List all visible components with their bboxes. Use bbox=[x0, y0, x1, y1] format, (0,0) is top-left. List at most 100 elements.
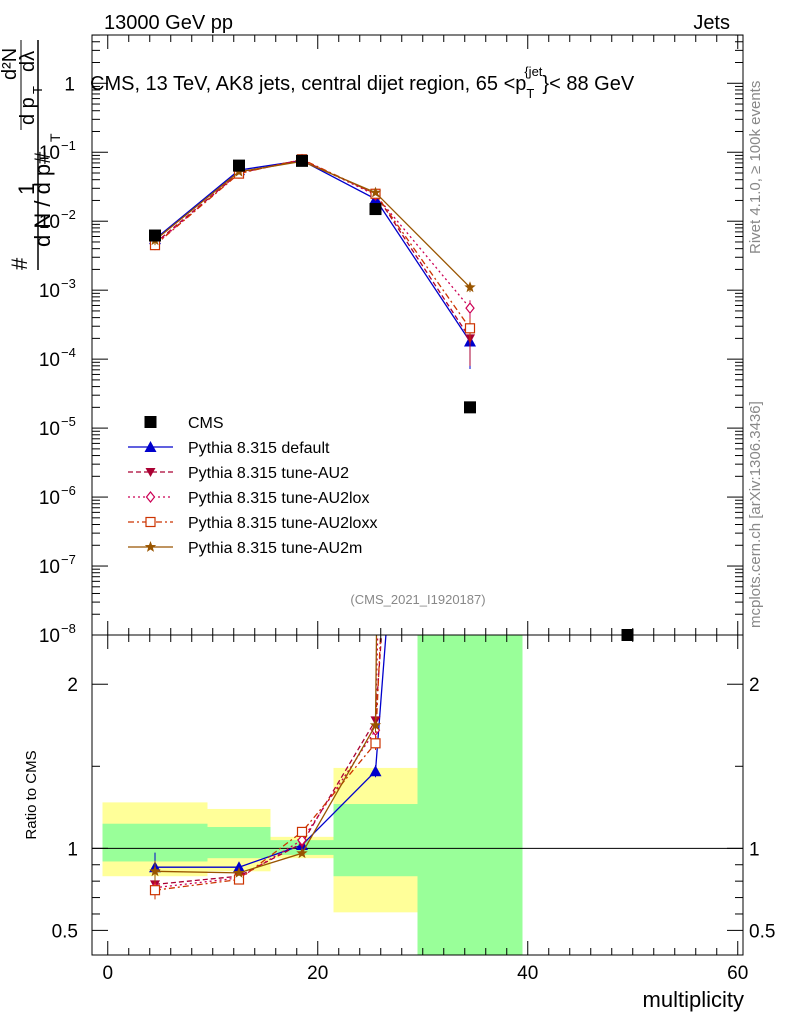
main-plot-content bbox=[149, 153, 634, 641]
ratio-frame bbox=[91, 634, 744, 956]
legend-entry-3: Pythia 8.315 tune-AU2loxx bbox=[128, 515, 377, 532]
legend: CMS Pythia 8.315 default Pythia 8.315 tune… bbox=[128, 415, 377, 557]
ratio-y-tick-label-right: 1 bbox=[749, 839, 760, 860]
ratio-point bbox=[297, 834, 307, 847]
ylabel-hash-1: # bbox=[7, 257, 32, 270]
y-tick-exponent: −4 bbox=[61, 345, 76, 360]
legend-marker bbox=[144, 441, 157, 452]
series-point bbox=[464, 281, 476, 293]
ratio-point bbox=[233, 874, 245, 885]
y-tick-label: 10 bbox=[39, 626, 60, 647]
legend-label: Pythia 8.315 default bbox=[188, 440, 330, 457]
ratio-point bbox=[369, 765, 382, 777]
data-point bbox=[464, 401, 476, 414]
y-tick-label: 10 bbox=[39, 557, 60, 578]
legend-marker bbox=[144, 541, 157, 552]
data-points-cms bbox=[149, 154, 634, 641]
legend-label: Pythia 8.315 tune-AU2m bbox=[188, 540, 362, 557]
series-3 bbox=[149, 154, 476, 344]
legend-marker bbox=[144, 416, 157, 428]
series-line bbox=[154, 159, 471, 342]
ratio-line bbox=[154, 635, 379, 889]
ratio-panel: 0.5 0.51 12 20 20 40 60 Ratio to CMS bbox=[23, 634, 775, 984]
series-point bbox=[465, 302, 475, 315]
ratio-point bbox=[233, 861, 245, 873]
series-line bbox=[154, 158, 471, 329]
main-clip-group bbox=[149, 153, 476, 369]
stat-uncertainty-band bbox=[207, 827, 271, 859]
x-tick-label: 0 bbox=[102, 963, 113, 984]
y-tick-label: 10 bbox=[39, 350, 60, 371]
ratio-point bbox=[369, 719, 382, 731]
ylabel-dlambda: dλ bbox=[17, 51, 39, 72]
x-axis-label: multiplicity bbox=[643, 987, 744, 1012]
legend-marker bbox=[145, 491, 156, 503]
legend-label: Pythia 8.315 tune-AU2loxx bbox=[188, 515, 377, 532]
rivet-version-label: Rivet 4.1.0, ≥ 100k events bbox=[747, 81, 764, 254]
data-point bbox=[296, 154, 308, 167]
series-line bbox=[154, 160, 471, 288]
data-point bbox=[149, 229, 161, 242]
analysis-watermark: (CMS_2021_I1920187) bbox=[350, 592, 485, 607]
chart-title: CMS, 13 TeV, AK8 jets, central dijet reg… bbox=[90, 64, 635, 101]
legend-label: Pythia 8.315 tune-AU2 bbox=[188, 465, 349, 482]
ratio-ylabel: Ratio to CMS bbox=[23, 750, 40, 839]
legend-label: Pythia 8.315 tune-AU2lox bbox=[188, 490, 369, 507]
main-axis-ticks: 110−110−210−310−410−510−610−710−8 bbox=[39, 34, 743, 647]
stat-uncertainty-band bbox=[333, 804, 418, 877]
ylabel-T-sub-2: T bbox=[30, 86, 45, 94]
ratio-point bbox=[296, 847, 308, 859]
ratio-y-tick-label-right: 2 bbox=[749, 675, 760, 696]
x-tick-label: 20 bbox=[307, 963, 328, 984]
legend-entry-1: Pythia 8.315 tune-AU2 bbox=[128, 465, 349, 482]
ratio-point bbox=[296, 826, 308, 838]
x-tick-label: 40 bbox=[517, 963, 538, 984]
series-0 bbox=[149, 154, 476, 369]
y-tick-exponent: −6 bbox=[61, 483, 76, 498]
data-point bbox=[369, 203, 382, 216]
series-point bbox=[464, 323, 476, 334]
series-line bbox=[154, 159, 471, 339]
y-tick-exponent: −5 bbox=[61, 414, 76, 429]
main-ylabel: 1 # d N / d p T # d²N d p T dλ bbox=[0, 40, 63, 270]
y-tick-label: 10 bbox=[39, 143, 60, 164]
ratio-series-3 bbox=[149, 635, 382, 900]
y-tick-exponent: −1 bbox=[61, 138, 76, 153]
y-tick-exponent: −7 bbox=[61, 552, 76, 567]
main-panel: 110−110−210−310−410−510−610−710−8 CMS, 1… bbox=[39, 34, 744, 647]
header-right: Jets bbox=[693, 12, 730, 34]
ratio-y-tick-label: 0.5 bbox=[52, 921, 78, 942]
ylabel-one: 1 bbox=[14, 183, 39, 195]
mcplots-label: mcplots.cern.ch [arXiv:1306.3436] bbox=[747, 401, 764, 628]
ylabel-hash-2: # bbox=[30, 151, 55, 164]
series-1 bbox=[150, 156, 475, 366]
ratio-point bbox=[149, 865, 161, 877]
ratio-clip-group bbox=[92, 635, 743, 955]
ratio-point bbox=[233, 866, 245, 878]
legend-entry-0: Pythia 8.315 default bbox=[128, 440, 330, 457]
y-tick-exponent: −2 bbox=[61, 207, 76, 222]
ratio-y-tick-label: 2 bbox=[67, 675, 78, 696]
stat-uncertainty-band bbox=[417, 635, 523, 955]
legend-label: CMS bbox=[188, 415, 224, 432]
legend-entry-4: Pythia 8.315 tune-AU2m bbox=[128, 540, 362, 557]
y-tick-exponent: −8 bbox=[61, 621, 76, 636]
series-line bbox=[154, 159, 471, 309]
header-left: 13000 GeV pp bbox=[104, 12, 233, 34]
data-point bbox=[233, 159, 245, 172]
ratio-series-4 bbox=[149, 635, 382, 882]
legend-entry-cms: CMS bbox=[144, 415, 224, 432]
ratio-point bbox=[370, 738, 381, 749]
ratio-y-tick-label: 1 bbox=[67, 839, 78, 860]
y-tick-label: 10 bbox=[39, 281, 60, 302]
series-point bbox=[369, 186, 382, 198]
ratio-axis-ticks: 0.5 0.51 12 20 20 40 60 bbox=[52, 635, 775, 984]
y-tick-exponent: −3 bbox=[61, 276, 76, 291]
y-tick-label: 10 bbox=[39, 212, 60, 233]
ylabel-d2N: d²N bbox=[0, 48, 21, 80]
y-tick-label: 10 bbox=[39, 419, 60, 440]
ratio-point bbox=[149, 885, 161, 896]
legend-entry-2: Pythia 8.315 tune-AU2lox bbox=[128, 490, 369, 507]
legend-marker bbox=[145, 468, 156, 477]
legend-marker bbox=[145, 516, 156, 528]
